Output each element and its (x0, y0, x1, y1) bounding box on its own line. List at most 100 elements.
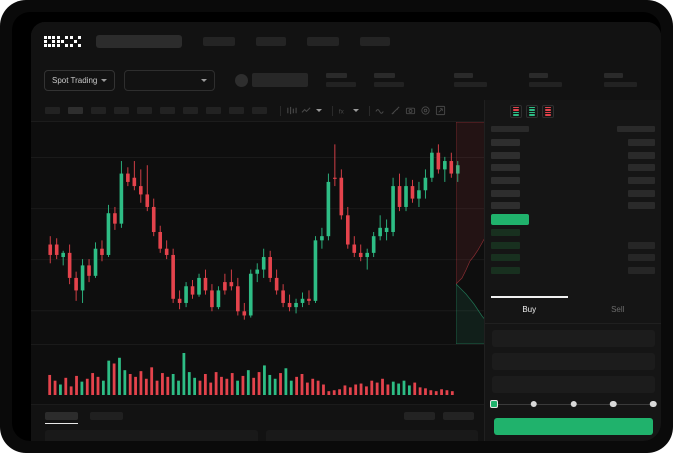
wave-icon[interactable] (375, 105, 386, 116)
chevron-down-icon[interactable] (353, 109, 359, 112)
nav-item-3[interactable] (360, 36, 390, 46)
orderbook-bid-row[interactable] (491, 252, 655, 265)
ask-price (491, 202, 520, 210)
ask-size (628, 189, 655, 197)
market-stat-label (604, 73, 624, 78)
pair-search-select[interactable] (124, 69, 216, 91)
interval-chip-2[interactable] (91, 107, 106, 114)
orders-tab-1[interactable] (90, 411, 123, 420)
svg-text:fx: fx (339, 108, 345, 115)
orderbook-view-both-icon[interactable] (510, 104, 522, 118)
orderbook-ask-row[interactable] (491, 174, 655, 187)
bid-size (628, 254, 655, 262)
orders-panel-1[interactable] (265, 430, 478, 441)
bid-price (491, 254, 520, 262)
bid-price (491, 267, 520, 275)
orders-action-1[interactable] (443, 411, 474, 420)
market-stat-value (326, 82, 357, 87)
coin-icon (235, 73, 249, 87)
orderbook-ask-row[interactable] (491, 199, 655, 212)
logo-glyph-o (44, 35, 55, 47)
ask-size (628, 151, 655, 159)
tab-buy-label: Buy (522, 305, 537, 314)
interval-chip-9[interactable] (252, 107, 267, 114)
interval-chip-6[interactable] (183, 107, 198, 114)
ask-price (491, 176, 520, 184)
amount-slider-step-50[interactable] (570, 400, 577, 407)
interval-chip-5[interactable] (160, 107, 175, 114)
interval-chip-8[interactable] (229, 107, 244, 114)
nav-item-0[interactable] (203, 36, 235, 46)
orderbook-ask-row[interactable] (491, 149, 655, 162)
market-stat-label (529, 73, 549, 78)
orderbook-view-bids-icon[interactable] (526, 104, 538, 118)
market-stat-0 (326, 73, 357, 87)
market-stat-2 (454, 73, 488, 87)
settings-icon[interactable] (420, 105, 431, 116)
submit-order-button[interactable] (494, 418, 653, 435)
orderbook-mark-price-row[interactable] (491, 212, 655, 226)
orderbook[interactable] (485, 122, 661, 277)
orderbook-bid-row[interactable] (491, 226, 655, 239)
candlestick-chart-icon[interactable] (286, 105, 297, 116)
indicators-icon[interactable]: fx (338, 105, 349, 116)
interval-chip-1[interactable] (68, 107, 83, 114)
orders-tab-bar (31, 404, 484, 426)
orders-action-0[interactable] (404, 411, 435, 420)
chevron-down-icon (201, 78, 208, 82)
trade-side-tabs: Buy Sell (485, 296, 661, 324)
volume-chart-canvas (48, 353, 454, 395)
orderbook-view-asks-icon[interactable] (542, 104, 554, 118)
order-field-price[interactable] (492, 330, 655, 347)
fullscreen-icon[interactable] (435, 105, 446, 116)
toolbar-divider (332, 105, 333, 116)
tab-buy[interactable]: Buy (485, 296, 574, 323)
candlestick-chart[interactable] (31, 122, 484, 344)
ask-price (491, 151, 520, 159)
market-stat-label (326, 73, 348, 78)
tab-sell-label: Sell (611, 305, 625, 314)
okx-logo[interactable] (44, 34, 81, 49)
amount-slider-step-25[interactable] (530, 400, 537, 407)
orderbook-ask-row[interactable] (491, 161, 655, 174)
line-chart-icon[interactable] (301, 105, 312, 116)
bid-price (491, 228, 520, 236)
order-field-total[interactable] (492, 376, 655, 393)
interval-chip-0[interactable] (45, 107, 60, 114)
amount-slider[interactable] (485, 394, 661, 414)
orders-tab-0[interactable] (45, 411, 78, 424)
tab-sell[interactable]: Sell (574, 296, 662, 323)
orders-panel-0[interactable] (45, 430, 258, 441)
snapshot-icon[interactable] (405, 105, 416, 116)
pair-name-label[interactable] (252, 73, 309, 87)
amount-slider-handle[interactable] (490, 400, 498, 408)
bid-size (628, 267, 655, 275)
orderbook-ask-row[interactable] (491, 187, 655, 200)
interval-chip-4[interactable] (137, 107, 152, 114)
orderbook-bid-row[interactable] (491, 239, 655, 252)
search-input[interactable] (96, 34, 182, 48)
orderbook-view-toggles (485, 100, 661, 122)
nav-item-2[interactable] (307, 36, 339, 46)
bid-size (628, 241, 655, 249)
amount-slider-track[interactable] (490, 400, 657, 408)
order-field-amount[interactable] (492, 353, 655, 370)
market-stat-label (374, 73, 396, 78)
amount-slider-step-100[interactable] (649, 400, 657, 407)
drawing-tools-icon[interactable] (390, 105, 401, 116)
orderbook-col-size (617, 126, 655, 132)
interval-chip-3[interactable] (114, 107, 129, 114)
nav-item-1[interactable] (256, 36, 286, 46)
amount-slider-step-75[interactable] (610, 400, 617, 407)
bid-price (491, 241, 520, 249)
logo-glyph-k (57, 35, 68, 47)
orderbook-bid-row[interactable] (491, 264, 655, 277)
trading-mode-selector[interactable]: Spot Trading (44, 69, 116, 91)
orderbook-ask-row[interactable] (491, 136, 655, 149)
market-stat-4 (604, 73, 638, 87)
chevron-down-icon[interactable] (316, 109, 322, 112)
market-stat-3 (529, 73, 563, 87)
interval-chip-7[interactable] (206, 107, 221, 114)
trading-mode-label: Spot Trading (52, 75, 98, 85)
orderbook-column-headers (491, 126, 655, 132)
